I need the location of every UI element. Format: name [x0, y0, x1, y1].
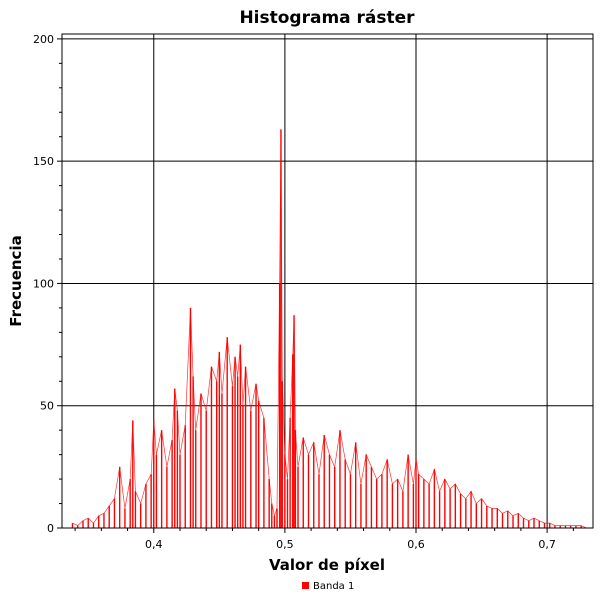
y-tick-label: 200	[33, 33, 54, 46]
x-axis-ticks: 0,4 0,5 0,6 0,7	[74, 528, 574, 551]
histogram-bars	[71, 129, 587, 529]
y-tick-label: 50	[40, 400, 54, 413]
x-axis-label: Valor de píxel	[269, 556, 385, 574]
y-tick-label: 0	[47, 522, 54, 535]
y-tick-label: 150	[33, 155, 54, 168]
legend-label: Banda 1	[313, 581, 354, 592]
plot-frame	[61, 33, 594, 529]
legend-swatch	[302, 582, 309, 589]
y-axis-label: Frecuencia	[7, 235, 25, 326]
y-tick-label: 100	[33, 277, 54, 290]
x-tick-label: 0,5	[276, 538, 294, 551]
x-tick-label: 0,7	[538, 538, 556, 551]
chart-title: Histograma ráster	[239, 8, 415, 28]
series-line	[72, 129, 587, 529]
plot-area	[62, 34, 593, 528]
y-axis-ticks: 0 50 100 150 200	[33, 33, 62, 535]
legend: Banda 1	[302, 581, 354, 592]
x-tick-label: 0,4	[145, 538, 163, 551]
x-tick-label: 0,6	[407, 538, 425, 551]
grid-lines	[62, 34, 593, 528]
